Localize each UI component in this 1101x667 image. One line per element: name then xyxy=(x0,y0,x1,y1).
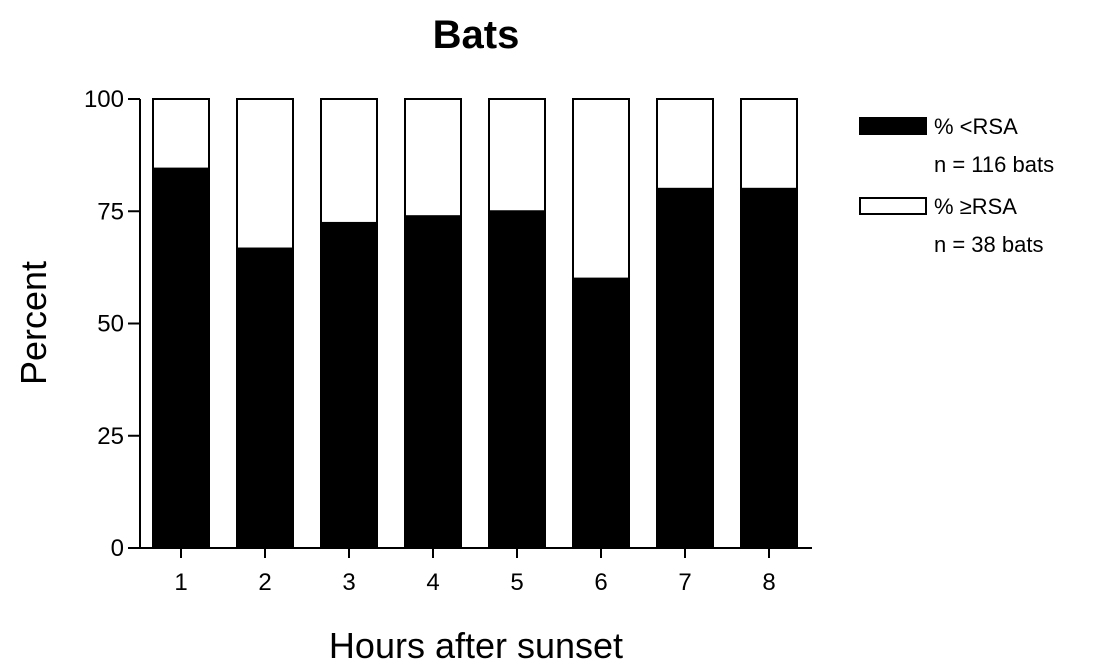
x-axis-label: Hours after sunset xyxy=(329,625,623,666)
bar-7-series-2 xyxy=(656,98,714,190)
x-tick-label-6: 6 xyxy=(594,569,607,596)
legend-swatch-series-2 xyxy=(859,197,927,215)
bar-8-series-1 xyxy=(740,187,798,550)
y-tick-label-0: 0 xyxy=(111,535,124,562)
x-tick-label-4: 4 xyxy=(426,569,439,596)
x-tick-label-8: 8 xyxy=(762,569,775,596)
bar-6-series-2 xyxy=(572,98,630,280)
legend: % <RSA n = 116 bats % ≥RSA n = 38 bats xyxy=(859,114,1054,257)
bar-1-series-2 xyxy=(152,98,210,170)
x-tick-label-2: 2 xyxy=(258,569,271,596)
axes: 0 25 50 75 100 1 2 3 4 5 6 7 8 xyxy=(84,86,812,596)
x-tick-label-7: 7 xyxy=(678,569,691,596)
bar-6-series-1 xyxy=(572,277,630,549)
bar-7-series-1 xyxy=(656,187,714,550)
bar-2-series-1 xyxy=(236,247,294,549)
bar-2-series-2 xyxy=(236,98,294,250)
x-tick-label-1: 1 xyxy=(174,569,187,596)
x-tick-label-5: 5 xyxy=(510,569,523,596)
bar-8-series-2 xyxy=(740,98,798,190)
y-tick-label-100: 100 xyxy=(84,86,124,113)
bar-5-series-2 xyxy=(488,98,546,213)
plot-area xyxy=(152,98,798,550)
legend-note-series-1: n = 116 bats xyxy=(934,152,1054,177)
y-tick-label-75: 75 xyxy=(97,198,124,225)
bar-1-series-1 xyxy=(152,167,210,549)
x-tick-label-3: 3 xyxy=(342,569,355,596)
bar-5-series-1 xyxy=(488,210,546,549)
bar-4-series-2 xyxy=(404,98,462,218)
chart-title: Bats xyxy=(433,13,520,57)
bar-3-series-2 xyxy=(320,98,378,224)
y-axis-label: Percent xyxy=(13,261,54,385)
bar-3-series-1 xyxy=(320,221,378,549)
legend-label-series-2: % ≥RSA xyxy=(934,194,1017,219)
legend-swatch-series-1 xyxy=(859,117,927,135)
legend-note-series-2: n = 38 bats xyxy=(934,232,1043,257)
legend-label-series-1: % <RSA xyxy=(934,114,1018,139)
bar-4-series-1 xyxy=(404,215,462,549)
y-tick-label-50: 50 xyxy=(97,311,124,338)
y-tick-label-25: 25 xyxy=(97,423,124,450)
